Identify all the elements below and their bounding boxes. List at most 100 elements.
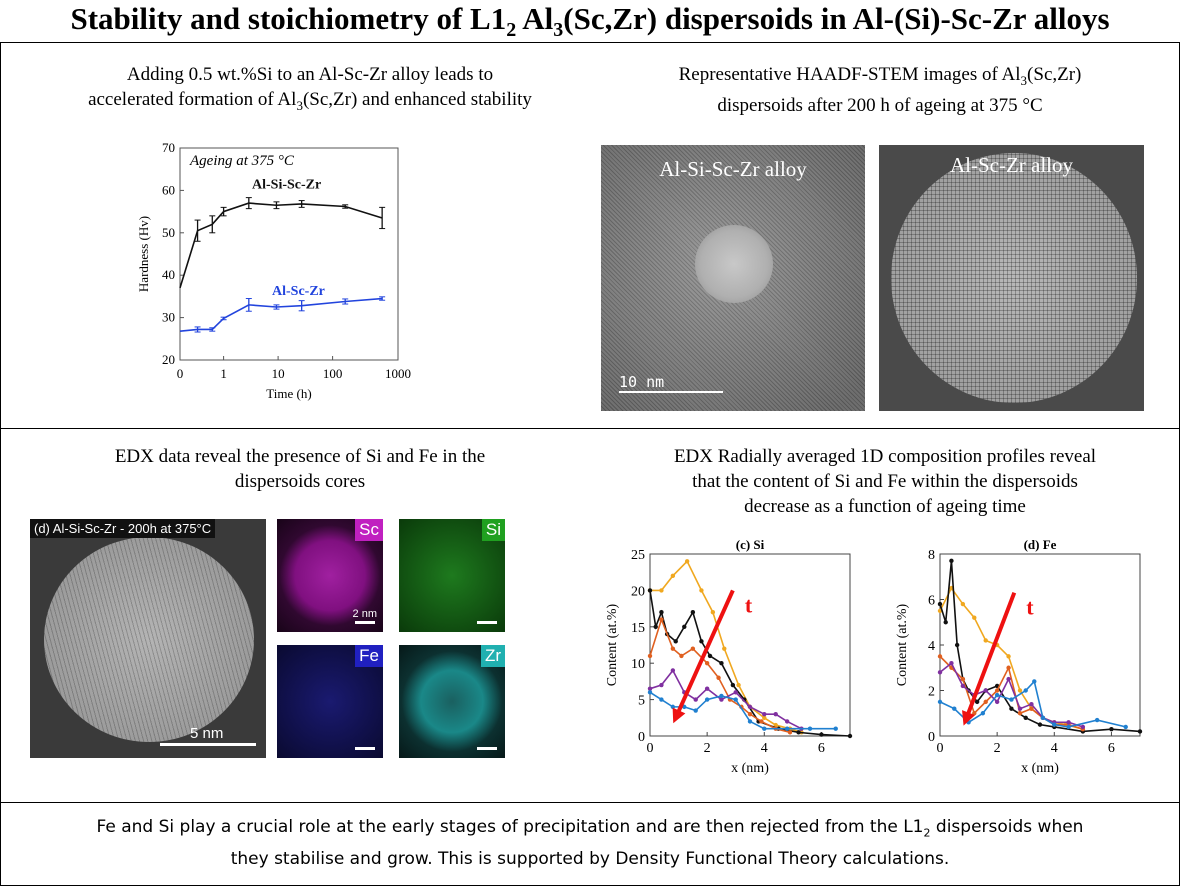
data-point xyxy=(994,688,1000,693)
data-point xyxy=(994,699,1000,705)
edx-scalebar-label: 5 nm xyxy=(190,725,224,742)
data-point xyxy=(736,682,741,688)
data-point xyxy=(1080,724,1086,730)
y-tick-label: 5 xyxy=(638,694,645,709)
edx-map-si: Si xyxy=(399,519,505,632)
data-point xyxy=(773,722,778,728)
data-point xyxy=(1009,706,1014,711)
panel2-caption: Representative HAADF-STEM images of Al3(… xyxy=(678,64,1082,116)
y-tick-label: 30 xyxy=(162,310,175,325)
data-point xyxy=(1006,654,1011,659)
series-line xyxy=(939,560,1141,733)
scalebar xyxy=(619,391,723,393)
data-point xyxy=(704,697,710,702)
time-arrow-label: t xyxy=(745,592,753,617)
data-point xyxy=(937,601,943,607)
data-point xyxy=(690,610,696,615)
data-point xyxy=(974,699,980,705)
data-point xyxy=(1023,715,1028,720)
data-point xyxy=(952,706,957,711)
chart-title: (d) Fe xyxy=(1024,537,1057,552)
y-tick-label: 50 xyxy=(162,225,175,240)
data-point xyxy=(784,726,790,731)
data-point xyxy=(819,732,824,737)
x-tick-label: 6 xyxy=(1108,741,1115,756)
time-arrow-head xyxy=(672,707,686,724)
y-tick-label: 15 xyxy=(631,621,645,636)
time-arrow-label: t xyxy=(1026,595,1034,620)
y-tick-label: 20 xyxy=(162,352,175,367)
data-point xyxy=(733,697,738,702)
data-point xyxy=(647,690,653,695)
page-title: Stability and stoichiometry of L12 Al3(S… xyxy=(70,1,1110,42)
data-point xyxy=(704,661,710,666)
data-point xyxy=(693,697,698,702)
y-tick-label: 2 xyxy=(928,685,935,700)
data-point xyxy=(716,675,721,680)
data-point xyxy=(796,730,801,735)
data-point xyxy=(710,610,716,615)
data-point xyxy=(747,704,753,710)
edx-haadf-image: (d) Al-Si-Sc-Zr - 200h at 375°C 5 nm xyxy=(30,519,266,758)
data-point xyxy=(787,730,793,735)
data-point xyxy=(659,610,664,615)
map-label-si: Si xyxy=(481,519,505,541)
map-label-sc: Sc xyxy=(355,519,383,541)
x-tick-label: 6 xyxy=(818,741,825,756)
y-tick-label: 70 xyxy=(162,140,175,155)
data-point xyxy=(1017,706,1023,711)
divider-bottom xyxy=(0,802,1180,803)
data-point xyxy=(1052,722,1057,727)
y-tick-label: 0 xyxy=(638,730,645,745)
chart-annotation: Ageing at 375 °C xyxy=(189,153,295,169)
data-point xyxy=(659,617,664,622)
hardness-chart: 0 1 10 100 1000 20 30 40 50 60 70 Time (h) Hardness … xyxy=(136,140,411,401)
data-point xyxy=(670,704,676,710)
data-point xyxy=(937,699,943,705)
x-tick-label: 0 xyxy=(647,741,654,756)
y-tick-label: 0 xyxy=(928,730,935,745)
data-point xyxy=(1123,724,1128,730)
map-scalebar xyxy=(355,621,375,624)
x-tick-label: 1 xyxy=(220,366,227,381)
plot-area xyxy=(179,147,399,361)
data-point xyxy=(722,646,727,651)
x-tick-label: 10 xyxy=(272,366,285,381)
data-point xyxy=(684,559,690,564)
x-tick-label: 0 xyxy=(937,741,944,756)
dispersoid-small xyxy=(695,225,773,303)
y-tick-label: 40 xyxy=(162,267,175,282)
data-point xyxy=(670,573,676,579)
scalebar-label: 10 nm xyxy=(619,373,665,391)
data-point xyxy=(949,558,954,564)
edx-map-sc: Sc 2 nm xyxy=(277,519,383,632)
data-point xyxy=(972,711,977,716)
data-point xyxy=(719,661,724,666)
time-arrow-head xyxy=(962,710,976,726)
data-point xyxy=(719,697,724,702)
data-point xyxy=(1017,688,1023,693)
panel4-caption: EDX Radially averaged 1D composition pro… xyxy=(673,446,1097,517)
data-point xyxy=(653,624,658,629)
edx-image-label: (d) Al-Si-Sc-Zr - 200h at 375°C xyxy=(30,519,216,538)
data-point xyxy=(719,693,724,699)
map-scalebar-si xyxy=(477,621,497,624)
data-point xyxy=(983,638,988,643)
data-point xyxy=(972,615,977,620)
map-label-fe: Fe xyxy=(355,645,383,667)
series-label: Al-Sc-Zr xyxy=(272,284,325,299)
data-point xyxy=(833,726,838,731)
data-point xyxy=(699,588,704,593)
data-point xyxy=(807,726,813,731)
series-label: Al-Si-Sc-Zr xyxy=(252,177,321,192)
y-tick-label: 4 xyxy=(928,639,935,654)
x-tick-label: 2 xyxy=(704,741,711,756)
time-arrow xyxy=(673,589,735,719)
data-point xyxy=(1006,665,1011,670)
edx-scalebar xyxy=(160,743,256,746)
data-point xyxy=(704,686,710,691)
data-point xyxy=(647,653,653,659)
data-point xyxy=(730,682,736,688)
y-tick-label: 10 xyxy=(631,657,645,672)
data-point xyxy=(960,601,966,607)
